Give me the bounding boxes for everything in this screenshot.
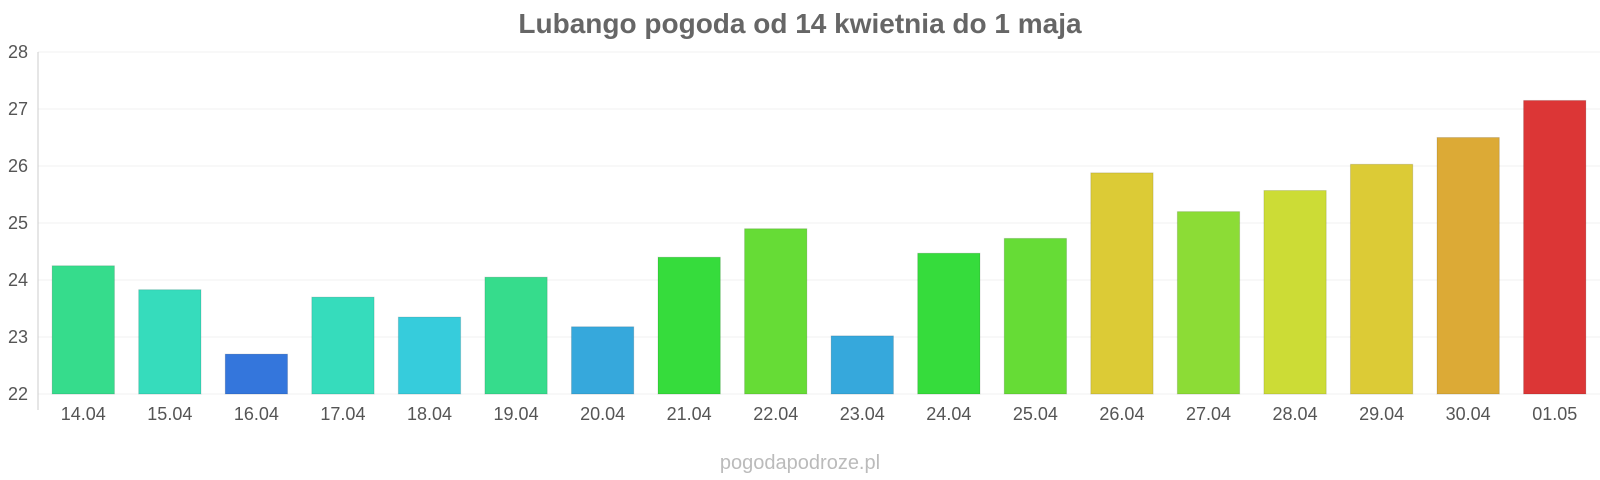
x-tick-label: 26.04 [1099,404,1144,424]
x-tick-label: 28.04 [1273,404,1318,424]
bar-16-04[interactable] [224,353,289,395]
x-tick-label: 15.04 [147,404,192,424]
x-tick-label: 16.04 [234,404,279,424]
bar-20-04[interactable] [570,326,635,395]
bar-23-04[interactable] [830,335,894,395]
bar-17-04[interactable] [311,296,375,395]
bar-30-04[interactable] [1436,137,1500,395]
bars [51,99,1587,395]
bar-14-04[interactable] [51,265,115,395]
bar-21-04[interactable] [657,256,721,395]
x-axis-ticks: 14.04 15.04 16.04 17.04 18.04 19.04 20.04 21.04… [61,404,1577,424]
y-tick-label: 25 [8,213,28,233]
watermark-text: pogodapodroze.pl [720,452,880,474]
grid-lines [38,51,1600,395]
y-tick-label: 24 [8,270,28,290]
x-tick-label: 25.04 [1013,404,1058,424]
bar-01-05[interactable] [1523,99,1587,395]
x-tick-label: 18.04 [407,404,452,424]
x-tick-label: 24.04 [926,404,971,424]
y-tick-label: 27 [8,99,28,119]
y-tick-label: 28 [8,42,28,62]
y-tick-label: 23 [8,327,28,347]
bar-19-04[interactable] [484,276,548,395]
x-tick-label: 22.04 [753,404,798,424]
bar-29-04[interactable] [1349,163,1414,395]
y-axis-ticks: 22 23 24 25 26 27 28 [8,42,28,404]
x-tick-label: 21.04 [667,404,712,424]
bar-28-04[interactable] [1263,190,1327,395]
x-tick-label: 17.04 [320,404,365,424]
y-tick-label: 26 [8,156,28,176]
x-tick-label: 20.04 [580,404,625,424]
x-tick-label: 01.05 [1532,404,1577,424]
x-tick-label: 19.04 [494,404,539,424]
bar-18-04[interactable] [397,316,462,395]
x-tick-label: 27.04 [1186,404,1231,424]
chart-title: Lubango pogoda od 14 kwietnia do 1 maja [518,8,1082,39]
bar-27-04[interactable] [1176,211,1241,395]
bar-24-04[interactable] [917,252,981,395]
y-tick-label: 22 [8,384,28,404]
bar-15-04[interactable] [138,289,202,395]
bar-25-04[interactable] [1003,237,1068,395]
x-tick-label: 29.04 [1359,404,1404,424]
bar-26-04[interactable] [1090,172,1154,395]
x-tick-label: 30.04 [1446,404,1491,424]
bar-22-04[interactable] [744,228,808,395]
x-tick-label: 14.04 [61,404,106,424]
x-tick-label: 23.04 [840,404,885,424]
